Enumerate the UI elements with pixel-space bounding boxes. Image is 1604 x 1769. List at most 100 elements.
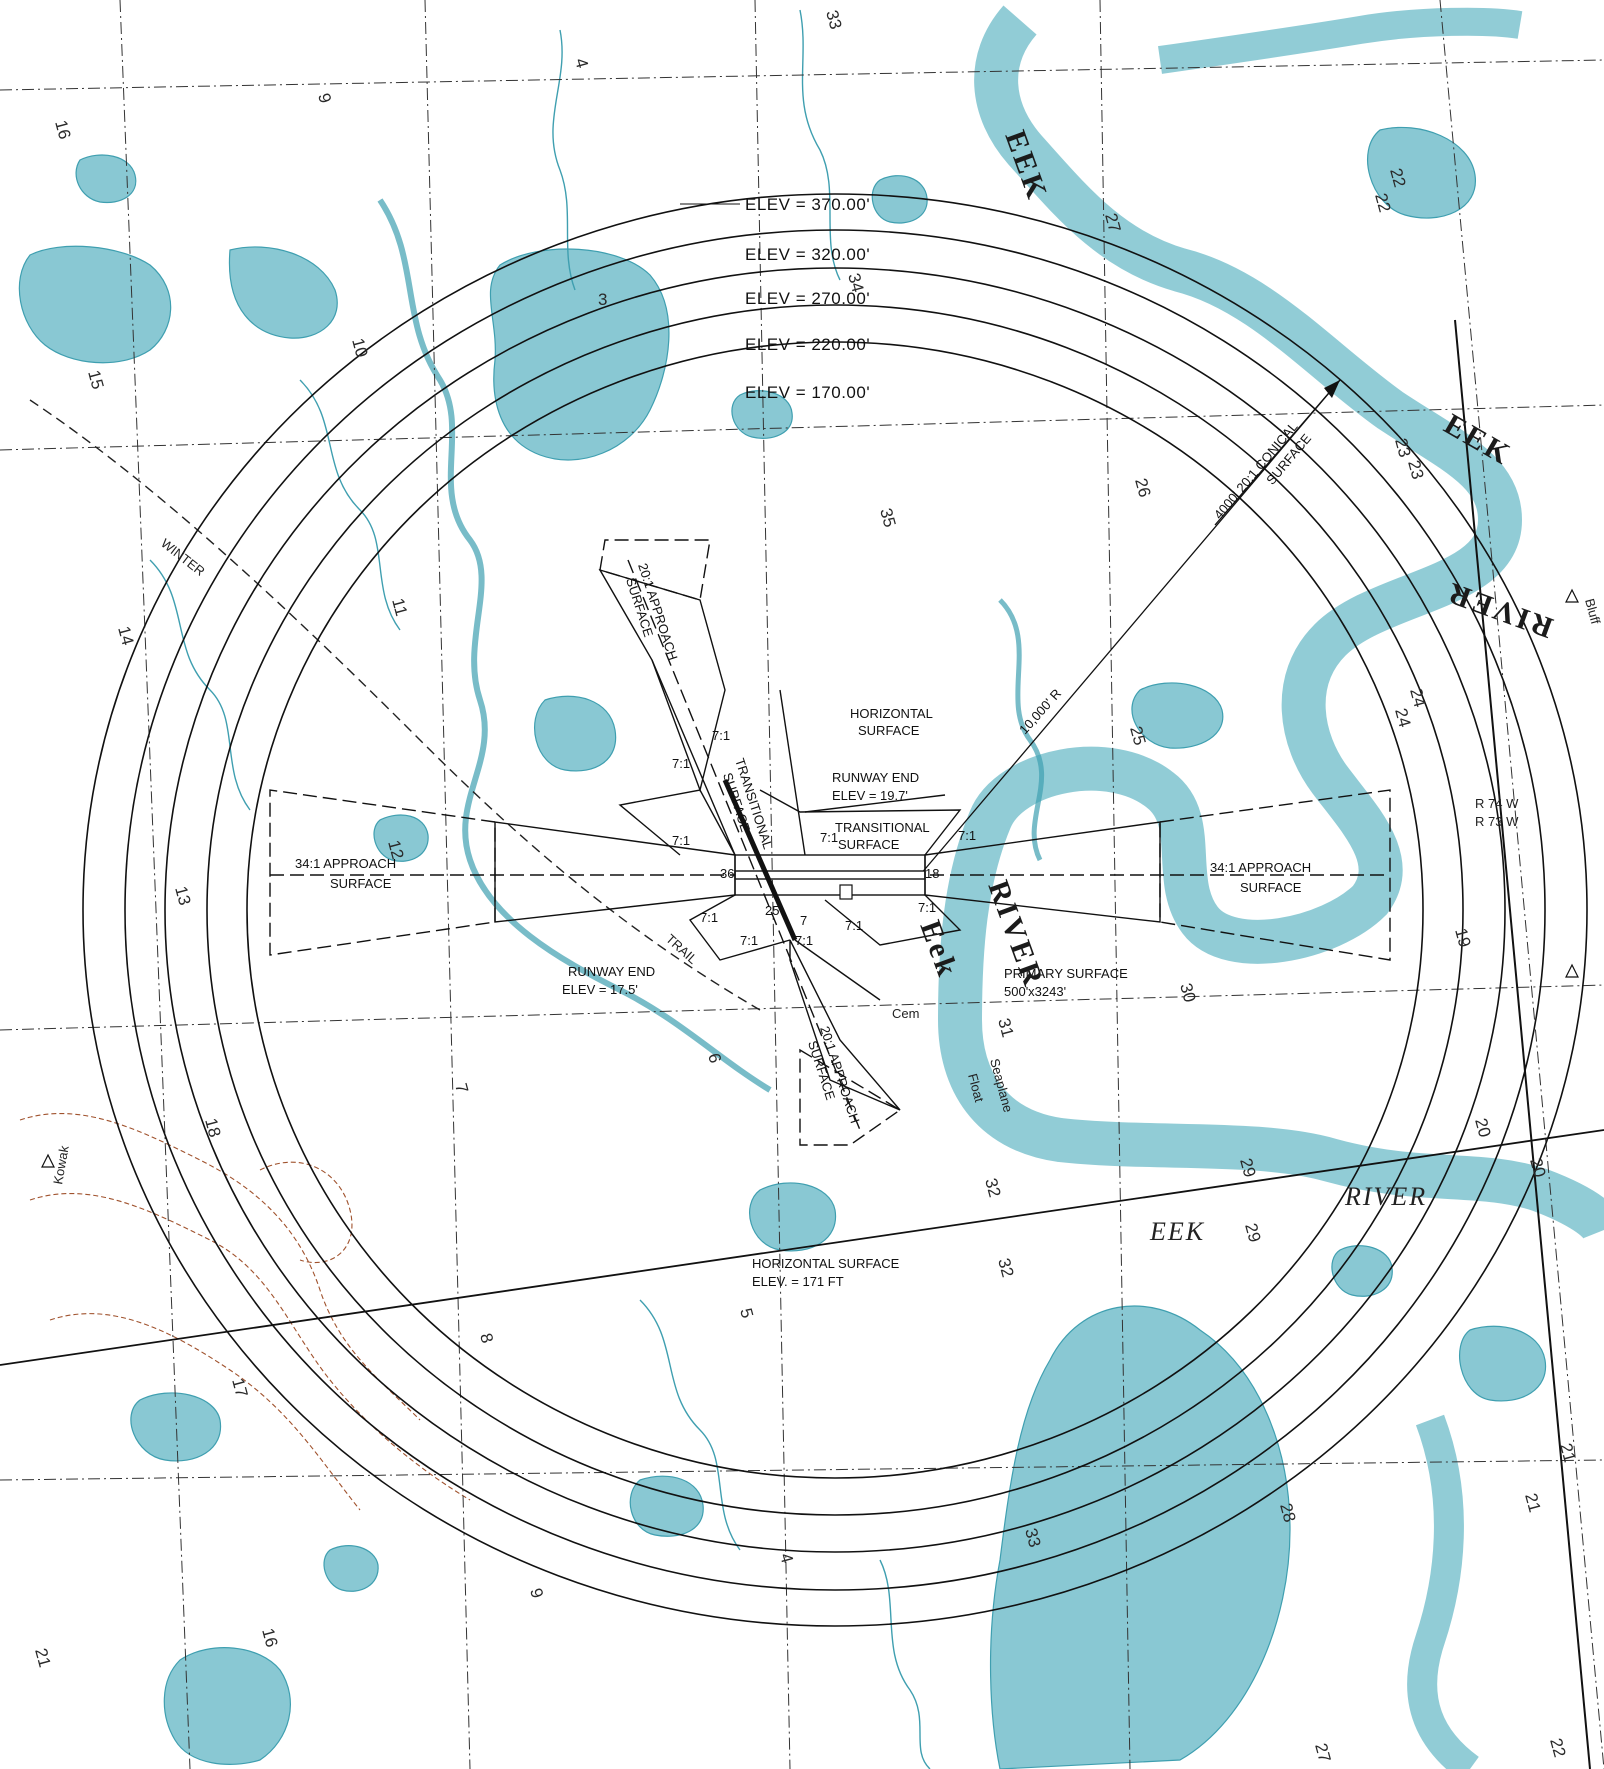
grid-h-2 xyxy=(0,404,1604,451)
label-slope-9: 7:1 xyxy=(845,918,863,933)
label-elev-220: ELEV = 220.00' xyxy=(745,335,870,354)
conical-rings xyxy=(82,193,1588,1627)
lake-sw-large xyxy=(163,1647,291,1765)
range-line xyxy=(1454,319,1591,1769)
water-bodies xyxy=(18,126,1547,1769)
section-18: 18 xyxy=(201,1116,224,1139)
section-33b: 33 xyxy=(1021,1526,1044,1549)
label-slope-10: 7:1 xyxy=(795,933,813,948)
label-horizontal-bottom-1: HORIZONTAL SURFACE xyxy=(752,1256,900,1271)
grid-v-2 xyxy=(424,0,471,1769)
streams xyxy=(149,9,931,1769)
transitional-line-a xyxy=(651,659,736,856)
label-transitional-right-1: TRANSITIONAL xyxy=(835,820,930,835)
lake-north-left-small xyxy=(75,154,137,204)
label-elev-370: ELEV = 370.00' xyxy=(745,195,870,214)
range-line-h xyxy=(0,1129,1604,1366)
label-transitional-right-2: SURFACE xyxy=(838,837,900,852)
approach-west-inner xyxy=(494,821,736,923)
section-27: 27 xyxy=(1101,211,1124,234)
section-11: 11 xyxy=(388,596,411,618)
place-eek-3: EEK xyxy=(1149,1217,1205,1246)
label-approach-west-1: 34:1 APPROACH xyxy=(295,856,396,871)
section-29a: 29 xyxy=(1236,1156,1259,1179)
creek-east xyxy=(998,598,1045,862)
label-slope-1: 7:1 xyxy=(712,728,730,743)
section-31: 31 xyxy=(994,1016,1017,1039)
ring-elev-320 xyxy=(124,229,1546,1591)
approach-se xyxy=(789,939,901,1111)
section-22c: 22 xyxy=(1546,1736,1569,1759)
stream-6 xyxy=(879,1559,931,1769)
label-primary-1: PRIMARY SURFACE xyxy=(1004,966,1128,981)
lake-large-south xyxy=(989,1305,1291,1769)
section-28: 28 xyxy=(1276,1501,1299,1524)
label-runway-end-s-1: RUNWAY END xyxy=(568,964,655,979)
stream-4 xyxy=(149,559,251,811)
lake-center-west xyxy=(534,695,617,772)
section-32b: 32 xyxy=(994,1256,1017,1279)
section-23b: 23 xyxy=(1404,458,1427,481)
section-29b: 29 xyxy=(1241,1221,1264,1244)
label-elev-170: ELEV = 170.00' xyxy=(745,383,870,402)
section-24a: 24 xyxy=(1391,706,1414,729)
section-20a: 20 xyxy=(1471,1116,1494,1139)
triangle-marker-kowak xyxy=(41,1153,55,1168)
label-slope-8: 7:1 xyxy=(918,900,936,915)
label-runway-end-n-1: RUNWAY END xyxy=(832,770,919,785)
lake-north-center xyxy=(489,248,670,461)
section-21a: 21 xyxy=(31,1646,54,1669)
section-21b: 21 xyxy=(1556,1441,1579,1464)
place-bluff: Bluff xyxy=(1582,597,1603,626)
lake-west-mid xyxy=(228,246,338,339)
place-kowak: Kowak xyxy=(50,1144,72,1186)
ring-elev-370 xyxy=(82,193,1588,1627)
label-elev-320: ELEV = 320.00' xyxy=(745,245,870,264)
bluff-group: Bluff xyxy=(1582,597,1603,626)
lake-east-round xyxy=(1131,682,1224,749)
section-17: 17 xyxy=(228,1376,251,1399)
transitional-line-b xyxy=(779,689,806,856)
section-13: 13 xyxy=(171,884,194,907)
winter-trail xyxy=(29,399,761,1011)
section-21c: 21 xyxy=(1521,1491,1544,1514)
section-25: 25 xyxy=(1126,724,1149,747)
triangle-marker-east xyxy=(1565,963,1579,978)
grid-v-4 xyxy=(1099,0,1131,1769)
approach-east-inner xyxy=(924,821,1161,923)
stream-5 xyxy=(639,1299,741,1551)
lake-northeast xyxy=(1366,126,1476,219)
section-23a: 23 xyxy=(1391,436,1414,459)
lake-south-center xyxy=(629,1475,704,1537)
label-approach-west-2: SURFACE xyxy=(330,876,392,891)
section-numbers: 16 9 4 33 3 34 10 15 35 26 27 22 22 23 2… xyxy=(31,8,1579,1764)
section-22a: 22 xyxy=(1386,166,1409,189)
lake-south-mid xyxy=(749,1182,837,1252)
lake-center-north-small xyxy=(871,175,928,224)
label-slope-2: 7:1 xyxy=(672,756,690,771)
contour-1 xyxy=(19,1113,421,1421)
stream-2 xyxy=(799,9,841,281)
stream-3 xyxy=(299,379,401,631)
section-15: 15 xyxy=(84,368,107,391)
grid-v-1 xyxy=(119,0,191,1769)
section-19: 19 xyxy=(1451,926,1474,949)
eek-river-upper-north xyxy=(1158,7,1523,74)
approach-east-outer xyxy=(1159,789,1391,961)
label-horizontal-bottom-2: ELEV. = 171 FT xyxy=(752,1274,844,1289)
runway-18-36-pavement xyxy=(722,778,798,942)
contours xyxy=(19,1113,471,1511)
grid-h-3 xyxy=(0,984,1604,1031)
section-26: 26 xyxy=(1131,476,1154,499)
contour-4 xyxy=(259,1161,353,1264)
transitional-ne xyxy=(759,789,962,856)
rivers xyxy=(377,5,1604,1769)
section-20b: 20 xyxy=(1526,1156,1549,1179)
section-10: 10 xyxy=(348,336,371,359)
section-3: 3 xyxy=(598,290,607,309)
label-approach-east-1: 34:1 APPROACH xyxy=(1210,860,1311,875)
horizontal-ne-edge xyxy=(804,794,946,813)
